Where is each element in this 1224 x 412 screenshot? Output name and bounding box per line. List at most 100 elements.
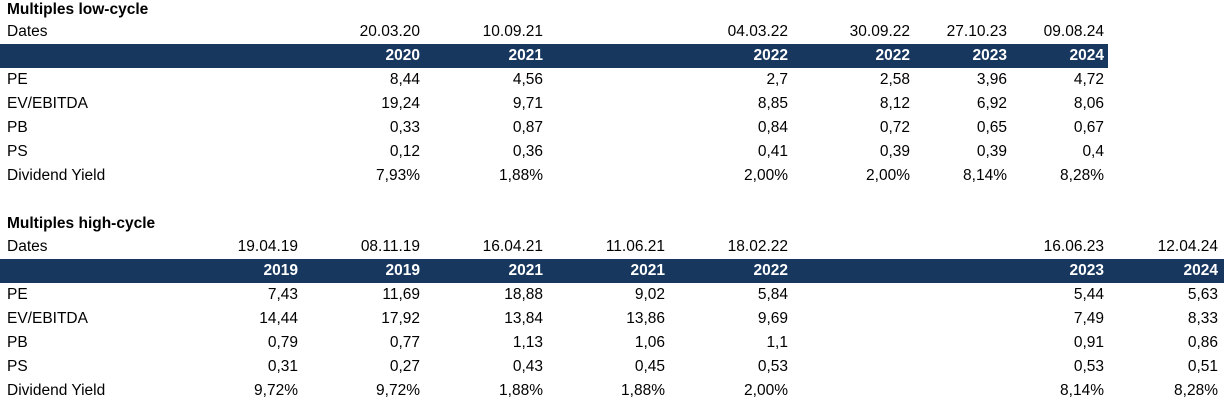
value-cell: 1,88% [621,382,665,399]
high-row-dividend-yield: Dividend Yield 9,72% 9,72% 1,88% 1,88% 2… [0,379,1224,403]
low-dates-label: Dates [7,23,48,40]
high-year-cell: 2023 [1069,262,1104,279]
high-row-ev-ebitda: EV/EBITDA 14,44 17,92 13,84 13,86 9,69 7… [0,307,1224,331]
value-cell: 0,53 [1073,358,1104,375]
value-cell: 17,92 [381,310,420,327]
high-date-cell: 08.11.19 [360,238,420,255]
high-year-cell: 2019 [263,262,298,279]
row-label: PE [7,71,28,88]
value-cell: 0,51 [1187,358,1218,375]
low-row-pe: PE 8,44 4,56 2,7 2,58 3,96 4,72 [0,68,1224,92]
high-year-cell: 2019 [385,262,420,279]
value-cell: 1,13 [512,334,543,351]
value-cell: 0,43 [512,358,543,375]
value-cell: 2,7 [766,71,788,88]
value-cell: 5,44 [1073,286,1104,303]
value-cell: 0,45 [634,358,665,375]
value-cell: 0,12 [389,143,420,160]
value-cell: 9,02 [634,286,665,303]
high-year-cell: 2021 [630,262,665,279]
low-date-cell: 27.10.23 [946,23,1007,40]
value-cell: 9,69 [757,310,788,327]
value-cell: 0,4 [1082,143,1104,160]
high-row-pb: PB 0,79 0,77 1,13 1,06 1,1 0,91 0,86 [0,331,1224,355]
value-cell: 8,28% [1060,167,1104,184]
low-years-row: 2020 2021 2022 2022 2023 2024 [0,44,1224,68]
low-cycle-title: Multiples low-cycle [7,1,149,18]
high-row-pe: PE 7,43 11,69 18,88 9,02 5,84 5,44 5,63 [0,283,1224,307]
value-cell: 0,86 [1187,334,1218,351]
value-cell: 8,85 [757,95,788,112]
high-dates-row: Dates 19.04.19 08.11.19 16.04.21 11.06.2… [0,235,1224,259]
row-label: PB [7,334,28,351]
row-label: Dividend Yield [7,382,106,399]
value-cell: 8,12 [879,95,910,112]
row-label: EV/EBITDA [7,95,88,112]
value-cell: 11,69 [382,286,420,303]
low-year-cell: 2023 [972,47,1007,64]
high-year-cell: 2021 [508,262,543,279]
high-header-band [0,259,1224,283]
row-label: Dividend Yield [7,167,106,184]
value-cell: 1,88% [499,167,543,184]
value-cell: 14,44 [259,310,298,327]
value-cell: 7,43 [267,286,298,303]
row-label: EV/EBITDA [7,310,88,327]
value-cell: 9,72% [254,382,298,399]
value-cell: 0,87 [512,119,543,136]
high-date-cell: 19.04.19 [237,238,298,255]
low-year-cell: 2024 [1069,47,1104,64]
value-cell: 9,71 [512,95,543,112]
high-date-cell: 16.06.23 [1043,238,1104,255]
high-row-ps: PS 0,31 0,27 0,43 0,45 0,53 0,53 0,51 [0,355,1224,379]
value-cell: 0,53 [757,358,788,375]
value-cell: 1,88% [499,382,543,399]
value-cell: 2,58 [879,71,910,88]
low-year-cell: 2022 [875,47,910,64]
value-cell: 0,36 [512,143,543,160]
value-cell: 1,1 [766,334,788,351]
value-cell: 0,79 [267,334,298,351]
low-header-band [0,44,1108,68]
low-row-dividend-yield: Dividend Yield 7,93% 1,88% 2,00% 2,00% 8… [0,164,1224,188]
high-year-cell: 2024 [1183,262,1218,279]
value-cell: 0,39 [976,143,1007,160]
row-label: PS [7,358,28,375]
low-date-cell: 09.08.24 [1043,23,1104,40]
value-cell: 0,67 [1073,119,1104,136]
low-date-cell: 30.09.22 [849,23,910,40]
value-cell: 8,14% [1060,382,1104,399]
value-cell: 13,86 [626,310,665,327]
low-date-cell: 10.09.21 [482,23,543,40]
value-cell: 5,84 [757,286,788,303]
value-cell: 0,39 [879,143,910,160]
value-cell: 0,65 [976,119,1007,136]
value-cell: 8,44 [389,71,420,88]
value-cell: 4,72 [1073,71,1104,88]
high-date-cell: 11.06.21 [605,238,665,255]
value-cell: 6,92 [976,95,1007,112]
value-cell: 0,31 [267,358,298,375]
value-cell: 0,84 [757,119,788,136]
high-date-cell: 18.02.22 [727,238,788,255]
value-cell: 7,49 [1073,310,1104,327]
value-cell: 8,14% [963,167,1007,184]
low-date-cell: 04.03.22 [727,23,788,40]
value-cell: 2,00% [744,167,788,184]
high-date-cell: 16.04.21 [482,238,543,255]
value-cell: 0,27 [389,358,420,375]
low-row-ps: PS 0,12 0,36 0,41 0,39 0,39 0,4 [0,140,1224,164]
low-row-ev-ebitda: EV/EBITDA 19,24 9,71 8,85 8,12 6,92 8,06 [0,92,1224,116]
row-label: PB [7,119,28,136]
low-date-cell: 20.03.20 [359,23,420,40]
value-cell: 8,33 [1187,310,1218,327]
value-cell: 0,41 [757,143,788,160]
high-cycle-title: Multiples high-cycle [7,215,156,232]
value-cell: 9,72% [376,382,420,399]
high-date-cell: 12.04.24 [1157,238,1218,255]
value-cell: 0,33 [389,119,420,136]
row-label: PS [7,143,28,160]
value-cell: 18,88 [504,286,543,303]
low-row-pb: PB 0,33 0,87 0,84 0,72 0,65 0,67 [0,116,1224,140]
value-cell: 2,00% [866,167,910,184]
